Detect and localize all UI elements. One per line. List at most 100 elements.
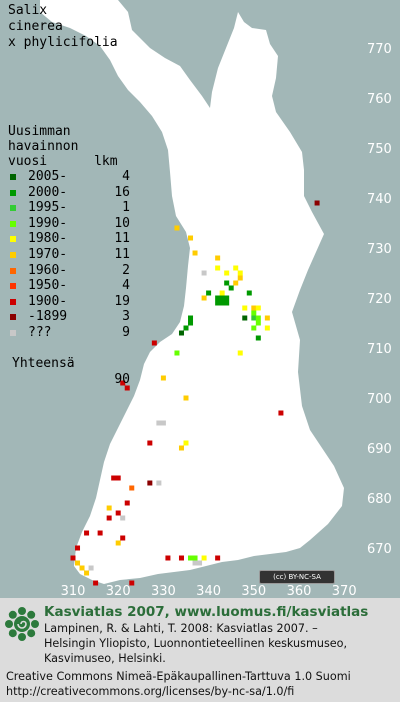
- observation-square: [178, 555, 184, 561]
- observation-square: [255, 320, 261, 326]
- legend-header-1: Uusimman: [8, 124, 71, 139]
- observation-square: [233, 280, 239, 286]
- cc-license-badge[interactable]: (cc) BY-NC-SA: [259, 570, 335, 584]
- observation-square: [197, 560, 203, 566]
- legend-year: 1995-: [28, 200, 68, 216]
- observation-square: [206, 290, 212, 296]
- legend-swatch: [10, 298, 16, 305]
- observation-square: [215, 255, 221, 261]
- observation-square: [120, 380, 126, 386]
- license-url[interactable]: http://creativecommons.org/licenses/by-n…: [6, 685, 295, 698]
- northing-label: 730: [367, 242, 392, 257]
- legend-swatch: [10, 205, 16, 212]
- observation-square: [242, 305, 248, 311]
- legend-swatch: [10, 174, 16, 180]
- northing-label: 680: [367, 492, 392, 507]
- observation-square: [242, 315, 248, 321]
- observation-square: [84, 570, 90, 576]
- legend-year: 1980-: [28, 231, 68, 247]
- legend-year: 1900-: [28, 293, 68, 309]
- observation-square: [174, 350, 180, 356]
- observation-square: [111, 475, 117, 481]
- observation-square: [219, 290, 225, 296]
- observation-square: [75, 545, 81, 551]
- legend-count: 16: [114, 184, 130, 200]
- legend-count: 3: [122, 309, 130, 325]
- observation-square: [178, 445, 184, 451]
- observation-square: [255, 335, 261, 341]
- observation-square: [237, 350, 243, 356]
- legend-year: ???: [28, 324, 52, 340]
- northing-labels: 770 760 750 740 730 720 710 700 690 680 670: [367, 42, 392, 557]
- legend-swatch: [10, 236, 16, 243]
- legend-count: 19: [114, 293, 130, 309]
- easting-labels: 310 320 330 340 350 360 370: [61, 584, 357, 598]
- observation-square: [115, 475, 121, 481]
- species-epithet: cinerea: [8, 19, 63, 34]
- legend-total: Yhteensä 90: [8, 341, 130, 387]
- observation-square: [219, 295, 225, 301]
- finland-outline: [40, 0, 344, 584]
- observation-square: [160, 375, 166, 381]
- observation-square: [97, 530, 103, 536]
- legend-year: -1899: [28, 309, 68, 325]
- northing-label: 710: [367, 342, 392, 357]
- legend-count: 2: [122, 262, 130, 278]
- legend-count: 10: [114, 215, 130, 231]
- reference-line-2: Helsingin Yliopisto, Luonnontieteellinen…: [44, 637, 348, 650]
- legend-swatch: [10, 189, 16, 196]
- observation-square: [188, 315, 194, 321]
- observation-square: [93, 580, 99, 586]
- observation-square: [224, 295, 230, 301]
- legend-row: 1970- 11: [8, 247, 130, 263]
- observation-square: [160, 420, 166, 426]
- observation-square: [192, 555, 198, 561]
- legend-row: 1980- 11: [8, 231, 130, 247]
- northing-label: 690: [367, 442, 392, 457]
- observation-square: [129, 485, 135, 491]
- legend-swatch: [10, 314, 16, 321]
- observation-square: [201, 270, 207, 276]
- legend-row: ??? 9: [8, 324, 130, 341]
- legend-year: 1990-: [28, 215, 68, 231]
- observation-square: [124, 500, 130, 506]
- legend-row: 1900- 19: [8, 293, 130, 310]
- observation-square: [201, 555, 207, 561]
- northing-label: 750: [367, 142, 392, 157]
- observation-square: [151, 340, 157, 346]
- map-area: 770 760 750 740 730 720 710 700 690 680 670 310 320…: [0, 0, 400, 598]
- legend-row: 2000- 16: [8, 185, 130, 201]
- observation-square: [215, 295, 221, 301]
- observation-square: [192, 250, 198, 256]
- northing-label: 740: [367, 192, 392, 207]
- legend-year: 1960-: [28, 262, 68, 278]
- easting-label: 330: [151, 584, 176, 598]
- kasviatlas-brand-link[interactable]: Kasviatlas 2007, www.luomus.fi/kasviatla…: [44, 604, 369, 620]
- observation-square: [237, 275, 243, 281]
- observation-square: [224, 300, 230, 306]
- legend-row: 1950- 4: [8, 278, 130, 294]
- legend-row: -1899 3: [8, 309, 130, 325]
- legend-row: 2005- 4: [8, 169, 130, 185]
- legend-swatch: [10, 220, 16, 227]
- legend-swatch: [10, 267, 16, 274]
- northing-label: 770: [367, 42, 392, 57]
- observation-square: [120, 515, 126, 521]
- observation-square: [233, 265, 239, 271]
- legend-row: 1995- 1: [8, 200, 130, 216]
- easting-label: 370: [332, 584, 357, 598]
- observation-square: [314, 200, 320, 206]
- observation-square: [165, 555, 171, 561]
- legend-total-label: Yhteensä: [12, 356, 75, 372]
- observation-square: [75, 560, 81, 566]
- observation-square: [215, 555, 221, 561]
- observation-square: [246, 290, 252, 296]
- legend: Uusimman havainnon vuosi lkm 2005- 4 2000-…: [8, 124, 130, 387]
- observation-square: [156, 420, 162, 426]
- legend-count: 4: [122, 278, 130, 294]
- observation-square: [147, 440, 153, 446]
- observation-square: [255, 315, 261, 321]
- northing-label: 700: [367, 392, 392, 407]
- observation-square: [147, 480, 153, 486]
- observation-square: [178, 330, 184, 336]
